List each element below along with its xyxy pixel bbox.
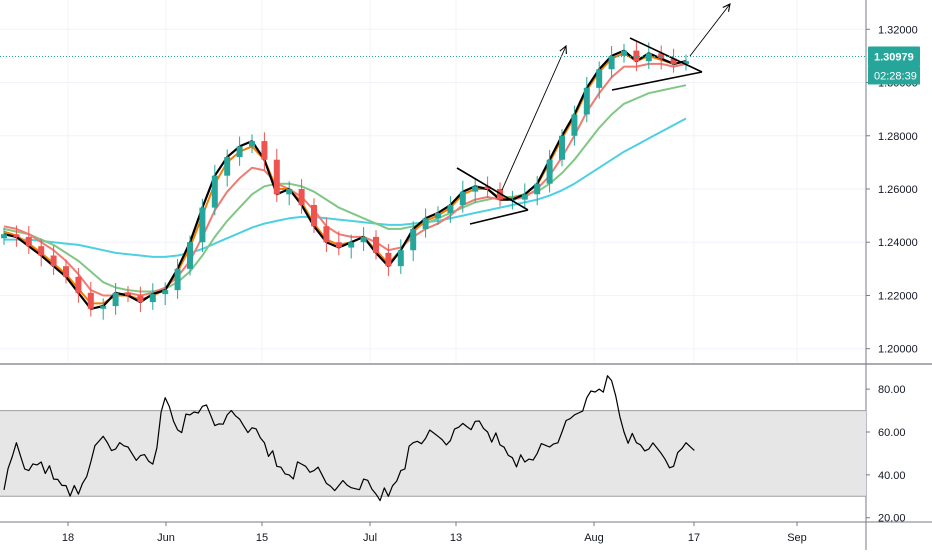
candle-body [187,242,193,269]
candle-body [645,53,652,62]
candle-body [211,175,218,208]
candle-body [608,55,615,70]
time-tick-label: Jun [157,532,175,544]
candle-body [323,226,330,243]
candle-body [298,188,305,205]
time-axis: 18 Jun 15 Jul 13 Aug 17 Sep [62,522,807,544]
candle-body [422,218,429,229]
rsi-tick-label: 20.00 [878,513,906,525]
candle-body [335,242,342,248]
rsi-line [3,375,695,502]
candle-body [13,234,20,237]
time-tick-label: Aug [584,532,604,544]
candle-body [162,290,169,295]
candle-body [348,242,355,248]
candle-body [373,236,379,253]
candle-body [224,157,231,176]
candle-body [410,228,417,251]
pennant-upper-line [629,37,703,73]
candle-body [286,188,293,195]
countdown-badge [868,66,920,85]
rsi-band [0,410,866,497]
price-tick-label: 1.28000 [878,131,918,143]
candle-body [559,135,565,160]
time-tick-label: Sep [787,532,807,544]
candle-body [174,268,181,291]
rsi-pane: 80.00 60.00 40.00 20.00 [0,375,906,525]
rsi-tick-label: 40.00 [878,470,906,482]
candle-body [1,234,7,239]
candle-body [50,255,57,267]
price-tick-label: 1.32000 [878,24,918,36]
candle-body [459,191,466,205]
time-tick-label: 13 [450,532,462,544]
rsi-tick-label: 60.00 [878,427,906,439]
candle-body [447,204,454,213]
candles [1,41,689,320]
candle-body [100,306,107,309]
candle-body [25,236,32,247]
ma-green-line [3,84,687,293]
candle-body [87,292,94,309]
candle-body [311,204,317,227]
countdown-label: 02:28:39 [874,70,917,82]
pennant-lower-line [611,71,703,91]
breakout-arrow-2 [689,4,730,57]
ma-cyan-line [4,117,687,258]
candle-body [670,58,677,64]
candle-body [385,252,392,267]
candle-body [63,266,69,277]
candle-body [149,294,156,303]
candle-body [360,236,367,243]
triangle-upper-line [456,167,529,211]
price-tick-label: 1.22000 [878,290,918,302]
price-tick-label: 1.20000 [878,344,918,356]
price-tick-label: 1.24000 [878,237,918,249]
candle-body [583,87,590,115]
rsi-tick-label: 80.00 [878,384,906,396]
candle-body [546,159,553,184]
candle-body [249,141,255,147]
candle-body [571,114,578,136]
candle-body [137,295,144,303]
candle-body [621,50,627,56]
candle-body [236,146,243,158]
time-tick-label: Jul [363,532,377,544]
triangle-lower-line [469,209,529,225]
price-grid [0,0,866,362]
current-price-label: 1.30979 [874,51,914,63]
candle-body [596,69,603,88]
candle-body [534,183,541,195]
candle-body [683,61,689,64]
candle-body [38,246,45,256]
candle-body [633,50,640,62]
candle-body [112,292,119,307]
time-tick-label: 17 [688,532,700,544]
candle-body [435,212,441,219]
candle-body [472,186,479,192]
candle-body [521,194,528,200]
candle-body [397,250,404,267]
candle-body [658,53,665,59]
time-tick-label: 15 [256,532,268,544]
candle-body [273,159,280,195]
candle-body [125,292,131,296]
candle-body [75,276,82,293]
trend-drawings [0,4,866,225]
breakout-arrow-1 [501,46,566,191]
candle-body [261,141,268,160]
current-price-badge [868,46,920,67]
time-tick-label: 18 [62,532,74,544]
candle-body [484,186,491,189]
candle-body [199,207,206,243]
price-tick-label: 1.26000 [878,184,918,196]
